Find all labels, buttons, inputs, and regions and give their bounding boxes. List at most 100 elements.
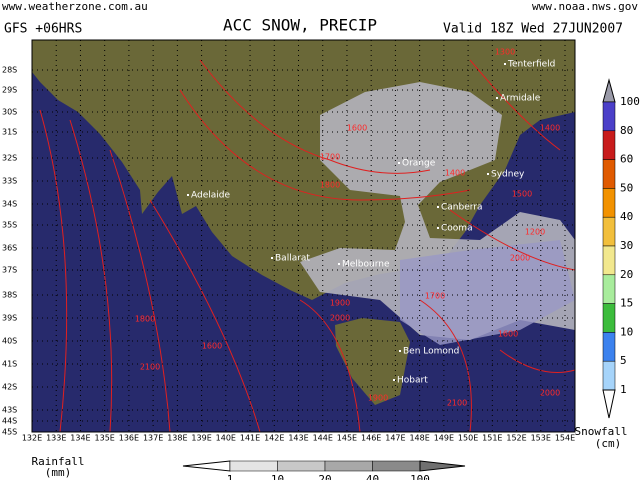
legend-swatch [602,188,616,218]
map-labels: 28S 29S 30S 31S 32S 33S 34S 35S 36S 37S 38S 39S 40S 4… [2,48,575,443]
map-area: 28S 29S 30S 31S 32S 33S 34S 35S 36S 37S 38S 39S 40S 4… [2,39,576,443]
latitude-label: 42S [2,383,17,392]
legend-swatch [602,303,616,333]
place-label: Hobart [397,376,428,386]
place-label: Canberra [441,203,483,213]
legend-swatch [602,360,616,391]
contour-label: 2000 [510,254,530,263]
legend-level: 10 [271,473,284,480]
legend-level: 10 [620,325,633,338]
latitude-label: 41S [2,360,17,369]
rainfall-legend: 1 10 20 40 100 Rainfall(mm) [32,455,466,480]
legend-swatch [602,245,616,276]
legend-level: 50 [620,181,633,194]
contour-label: 2100 [447,399,467,408]
latitude-label: 38S [2,291,17,300]
place-label: Cooma [441,224,473,234]
longitude-label: 145E [337,434,357,443]
contour-label: 1300 [495,48,515,57]
longitude-label: 150E [458,434,478,443]
legend-swatch [602,159,616,189]
contour-label: 1900 [330,299,350,308]
place-label: Adelaide [191,191,230,201]
place-marker [393,379,395,381]
legend-swatch [602,130,616,160]
contour-label: 1500 [512,190,532,199]
contour-label: 1900 [368,394,388,403]
contour-label: 1200 [525,228,545,237]
legend-swatch [602,332,616,362]
longitude-label: 141E [240,434,260,443]
legend-level: 40 [620,210,633,223]
map-title: ACC SNOW, PRECIP [223,16,377,35]
longitude-label: 140E [216,434,236,443]
contour-label: 2000 [330,314,350,323]
legend-swatch [324,460,373,472]
contour-label: 1400 [540,124,560,133]
place-label: Orange [402,159,436,169]
legend-unit: (cm) [595,437,622,450]
legend-level: 5 [620,354,627,367]
contour-label: 2100 [140,363,160,372]
contour-label: 1400 [445,169,465,178]
latitude-label: 37S [2,266,17,275]
longitude-label: 147E [385,434,405,443]
legend-level: 15 [620,297,633,310]
latitude-label: 40S [2,337,17,346]
longitude-label: 148E [409,434,429,443]
legend-level: 80 [620,124,633,137]
snowfall-legend: 100 80 60 50 40 30 20 15 10 5 1 Snowfall(cm) [575,78,640,450]
latitude-label: 32S [2,154,17,163]
latitude-label: 43S [2,406,17,415]
longitude-label: 153E [531,434,551,443]
legend-arrow-right [419,460,466,472]
latitude-label: 35S [2,221,17,230]
place-marker [487,173,489,175]
contour-line [39,109,68,433]
contour-label: 1700 [320,153,340,162]
contour-label: 1600 [498,330,518,339]
longitude-label: 149E [434,434,454,443]
latitude-label: 39S [2,314,17,323]
place-label: Ballarat [275,254,310,264]
longitude-label: 132E [22,434,42,443]
longitude-label: 152E [506,434,526,443]
legend-level: 100 [410,473,430,480]
latitude-label: 36S [2,244,17,253]
place-marker [437,227,439,229]
place-label: Ben Lomond [403,347,459,357]
source-url: www.noaa.nws.gov [532,0,638,13]
legend-title: Snowfall [575,425,628,438]
legend-level: 30 [620,239,633,252]
latitude-label: 28S [2,66,17,75]
rain-area [400,240,575,345]
place-marker [271,257,273,259]
legend-swatch [372,460,421,472]
legend-swatch [229,460,278,472]
longitude-label: 135E [95,434,115,443]
latitude-label: 34S [2,200,17,209]
legend-swatch [602,216,616,247]
map-frame [31,39,576,433]
legend-level: 20 [318,473,331,480]
longitude-label: 136E [119,434,139,443]
contour-line [179,89,471,201]
legend-level: 20 [620,268,633,281]
model-label: GFS +06HRS [4,22,82,37]
longitude-label: 133E [46,434,66,443]
place-marker [496,97,498,99]
latitude-label: 45S [2,428,17,437]
longitude-label: 151E [482,434,502,443]
site-url: www.weatherzone.com.au [2,0,148,13]
place-label: Armidale [500,94,541,104]
longitude-label: 137E [143,434,163,443]
legend-title: Rainfall [32,455,85,468]
longitude-label: 138E [167,434,187,443]
latitude-label: 33S [2,177,17,186]
legend-unit: (mm) [45,466,72,479]
contour-label: 1600 [347,124,367,133]
contour-label: 1800 [135,315,155,324]
legend-level: 1 [620,383,627,396]
legend-swatch [602,274,616,304]
